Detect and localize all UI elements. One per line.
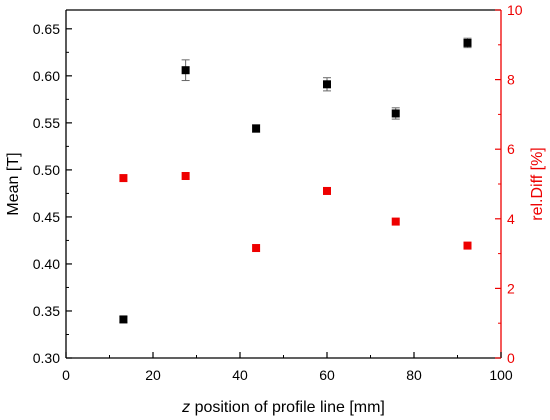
y-left-tick-label: 0.40 <box>33 256 60 272</box>
x-tick-label: 20 <box>145 367 161 383</box>
x-axis-title-variable: z <box>181 399 190 416</box>
x-axis-title-text: position of profile line [mm] <box>190 399 385 416</box>
y-right-tick-label: 2 <box>507 280 515 296</box>
axes <box>65 9 502 359</box>
x-axis-title: z position of profile line [mm] <box>181 399 385 416</box>
mean-point <box>119 315 128 324</box>
y-left-tick-label: 0.50 <box>33 162 60 178</box>
y-left-tick-label: 0.45 <box>33 209 60 225</box>
x-tick-label: 60 <box>319 367 335 383</box>
rel-diff-point <box>391 217 400 226</box>
rel-diff-point <box>252 244 261 253</box>
marks <box>119 37 472 324</box>
y-left-tick-label: 0.60 <box>33 68 60 84</box>
y-right-tick-label: 4 <box>507 211 515 227</box>
x-tick-label: 80 <box>406 367 422 383</box>
y-right-tick-label: 0 <box>507 350 515 366</box>
x-tick-label: 100 <box>489 367 513 383</box>
mean-point <box>252 124 261 133</box>
mean-point <box>323 80 331 89</box>
rel-diff-point <box>463 241 472 250</box>
y-left-tick-label: 0.30 <box>33 350 60 366</box>
y-left-axis-title: Mean [T] <box>5 152 22 215</box>
rel-diff-point <box>119 174 128 183</box>
mean-point <box>181 66 190 75</box>
rel-diff-point <box>181 171 190 180</box>
y-left-tick-label: 0.55 <box>33 115 60 131</box>
x-tick-label: 0 <box>62 367 70 383</box>
mean-point <box>391 109 400 118</box>
y-right-tick-label: 8 <box>507 72 515 88</box>
y-right-axis-title: rel.Diff [%] <box>529 147 546 221</box>
mean-point <box>463 38 472 47</box>
y-left-tick-label: 0.65 <box>33 21 60 37</box>
x-tick-label: 40 <box>232 367 248 383</box>
axis-titles: z position of profile line [mm] Mean [T] r… <box>5 147 546 416</box>
y-right-tick-label: 10 <box>507 2 523 18</box>
rel-diff-point <box>323 186 331 195</box>
y-right-tick-label: 6 <box>507 141 515 157</box>
ticks: 0 20 40 60 80 1000.300.350.400.450.500.550.60… <box>33 2 523 383</box>
y-left-tick-label: 0.35 <box>33 303 60 319</box>
